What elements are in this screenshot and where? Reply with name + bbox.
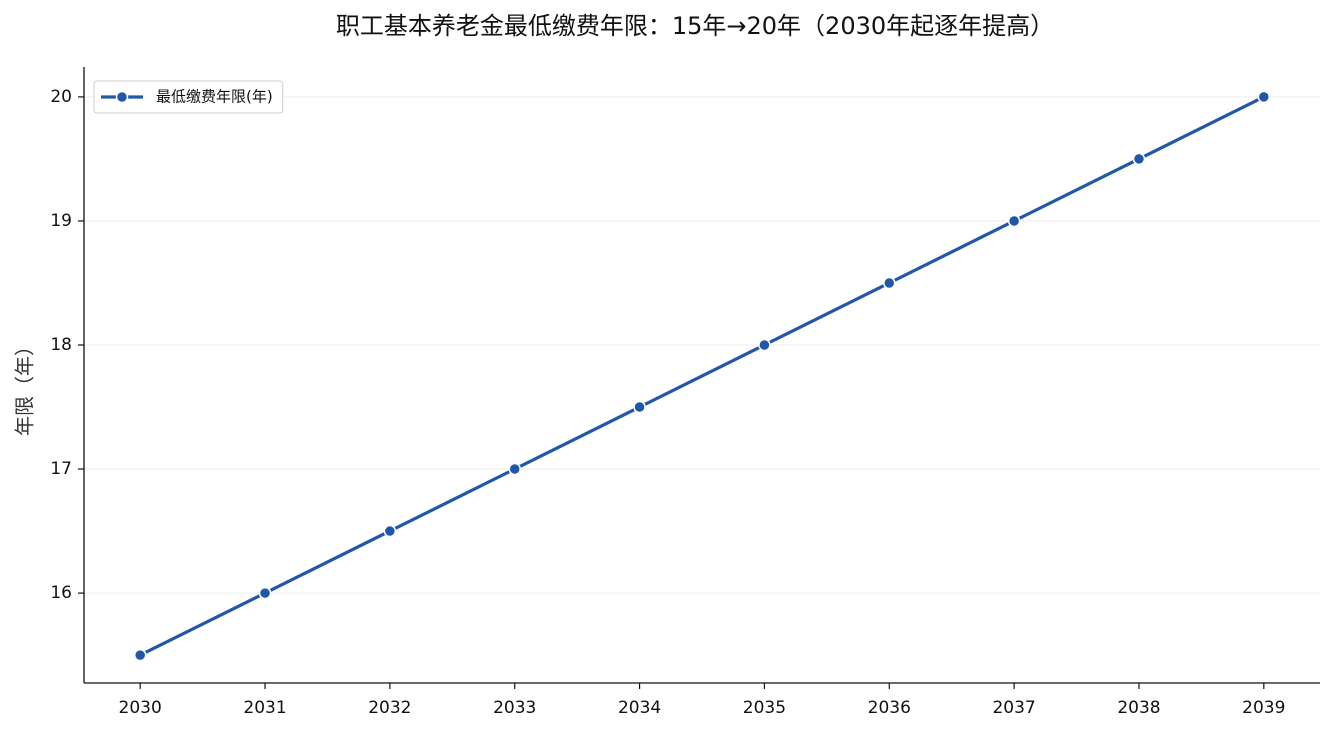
line [139, 95, 1265, 657]
x-tick-label: 2036 [868, 698, 911, 718]
x-tick-label: 2031 [243, 698, 286, 718]
x-tick-label: 2030 [119, 698, 162, 718]
marker [133, 648, 147, 662]
marker [758, 338, 771, 352]
marker [1132, 152, 1146, 166]
y-tick-label: 16 [50, 583, 72, 603]
legend-label: 最低缴费年限(年) [156, 88, 273, 106]
x-tick-label: 2039 [1242, 698, 1285, 718]
y-tick-label: 17 [50, 459, 72, 479]
y-tick-label: 19 [50, 211, 72, 231]
y-tick-label: 18 [50, 335, 72, 355]
legend: 最低缴费年限(年) [93, 80, 284, 114]
marker [1007, 214, 1021, 228]
y-axis-label: 年限（年） [13, 336, 37, 436]
chart-title: 职工基本养老金最低缴费年限：15年→20年（2030年起逐年提高） [336, 12, 1054, 40]
y-tick-label: 20 [50, 87, 72, 107]
x-tick-label: 2035 [743, 698, 786, 718]
x-tick-label: 2038 [1117, 698, 1160, 718]
x-tick-label: 2032 [368, 698, 411, 718]
x-tick-label: 2037 [992, 698, 1035, 718]
legend-marker [115, 90, 129, 104]
x-tick-label: 2033 [493, 698, 536, 718]
marker [883, 276, 896, 290]
marker [383, 524, 397, 538]
marker [633, 400, 646, 414]
x-tick-label: 2034 [618, 698, 661, 718]
legend-box [93, 80, 284, 114]
marker [1257, 90, 1271, 104]
marker [508, 462, 521, 476]
marker [258, 586, 272, 600]
